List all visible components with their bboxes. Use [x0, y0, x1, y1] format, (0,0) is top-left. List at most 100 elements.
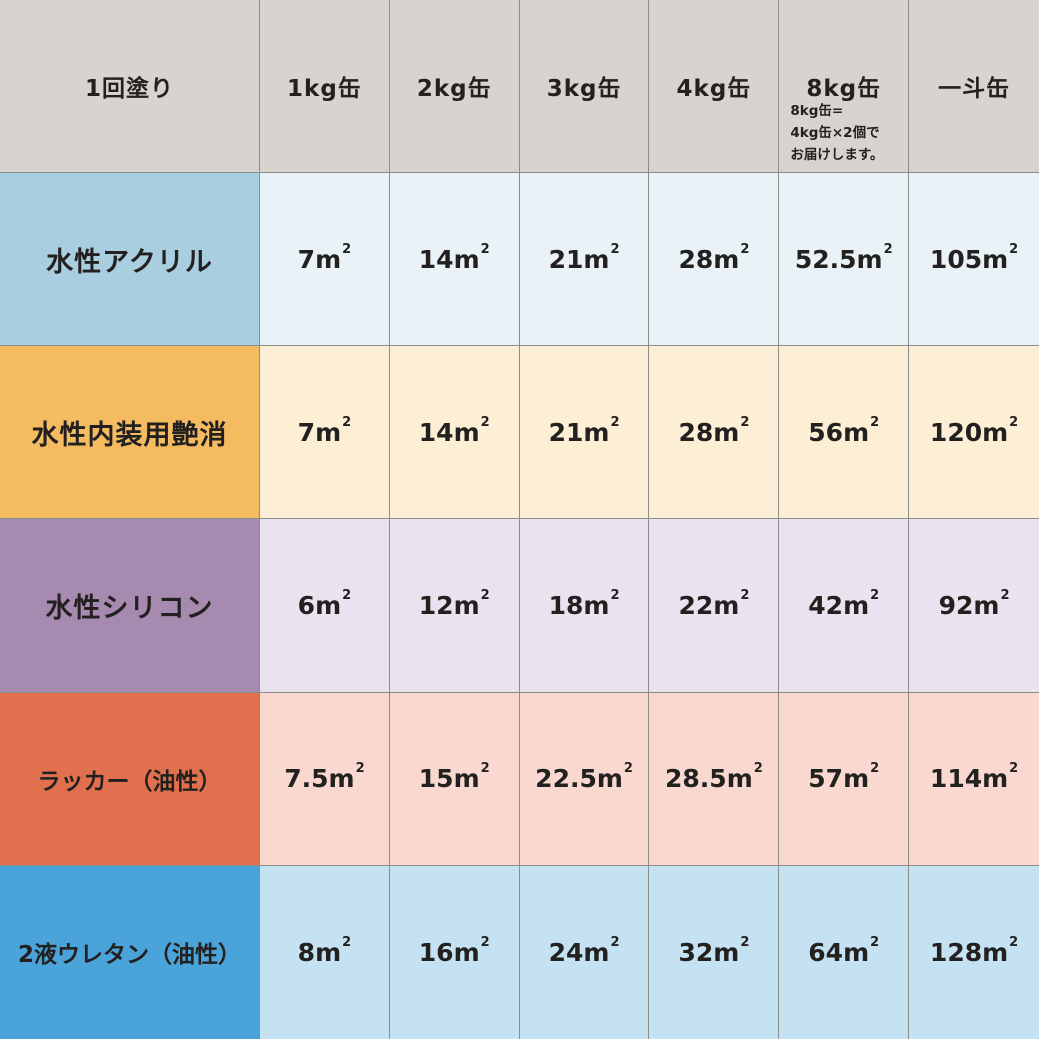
header-1kg-can: 1kg缶	[260, 0, 390, 173]
coverage-value: 22	[678, 590, 714, 620]
coverage-value: 120	[929, 417, 983, 447]
row-label-text: ラッカー（油性）	[37, 768, 222, 795]
coverage-value: 64	[808, 937, 844, 967]
coverage-cell: 15 m 2	[389, 692, 520, 866]
row-label-text: 水性内装用艶消	[31, 419, 228, 451]
header-3kg-can: 3kg缶	[519, 0, 650, 173]
header-2kg-can: 2kg缶	[389, 0, 520, 173]
coverage-value: 24	[548, 937, 584, 967]
unit-m: m	[315, 937, 342, 967]
unit-superscript-2: 2	[1009, 761, 1019, 777]
coverage-value: 28	[678, 244, 714, 274]
unit-superscript-2: 2	[870, 414, 880, 430]
coverage-value: 8	[297, 937, 316, 967]
unit-superscript-2: 2	[870, 587, 880, 603]
unit-superscript-2: 2	[1009, 241, 1019, 257]
unit-superscript-2: 2	[342, 587, 352, 603]
unit-m: m	[843, 764, 870, 794]
note-line: 4kg缶×2個で	[790, 124, 880, 141]
row-label-text: 水性アクリル	[46, 246, 213, 278]
unit-superscript-2: 2	[480, 587, 490, 603]
unit-m: m	[453, 764, 480, 794]
unit-m: m	[713, 590, 740, 620]
row-label-urethane-oil: 2液ウレタン（油性）	[0, 865, 260, 1039]
unit-m: m	[713, 244, 740, 274]
row-label-lacquer-oil: ラッカー（油性）	[0, 692, 260, 866]
unit-m: m	[315, 244, 342, 274]
coverage-cell: 28 m 2	[649, 173, 780, 347]
note-line: 8kg缶=	[790, 103, 844, 119]
unit-m: m	[982, 244, 1009, 274]
coverage-cell: 21 m 2	[519, 346, 650, 520]
coverage-value: 7.5	[284, 764, 329, 794]
coverage-cell: 64 m 2	[779, 865, 910, 1039]
unit-superscript-2: 2	[610, 414, 620, 430]
unit-m: m	[583, 590, 610, 620]
unit-superscript-2: 2	[740, 934, 750, 950]
note-line: お届けします。	[790, 146, 884, 163]
coverage-value: 7	[297, 244, 316, 274]
unit-superscript-2: 2	[1009, 934, 1019, 950]
unit-m: m	[982, 764, 1009, 794]
coverage-value: 15	[418, 764, 454, 794]
coverage-value: 56	[808, 417, 844, 447]
header-label: 1kg缶	[287, 76, 362, 102]
coverage-value: 114	[929, 764, 983, 794]
header-8kg-note: 8kg缶= 4kg缶×2個で お届けします。	[790, 101, 904, 167]
unit-superscript-2: 2	[870, 934, 880, 950]
row-label-text: 2液ウレタン（油性）	[17, 942, 241, 969]
coverage-value: 28.5	[665, 764, 727, 794]
row-label-water-interior-matte: 水性内装用艶消	[0, 346, 260, 520]
coverage-cell: 7.5 m 2	[260, 692, 390, 866]
header-label: 3kg缶	[546, 76, 622, 102]
unit-superscript-2: 2	[480, 241, 490, 257]
unit-m: m	[315, 590, 342, 620]
unit-superscript-2: 2	[610, 934, 620, 950]
unit-superscript-2: 2	[480, 414, 490, 430]
header-label: 2kg缶	[416, 76, 492, 102]
header-label: 8kg缶	[806, 76, 882, 102]
coverage-cell: 56 m 2	[779, 346, 910, 520]
coverage-cell: 18 m 2	[519, 519, 650, 693]
coverage-cell: 52.5 m 2	[779, 173, 910, 347]
unit-m: m	[583, 937, 610, 967]
coverage-cell: 14 m 2	[389, 173, 520, 347]
coverage-value: 14	[418, 244, 454, 274]
coverage-cell: 92 m 2	[909, 519, 1039, 693]
coverage-value: 7	[297, 417, 316, 447]
unit-m: m	[726, 764, 753, 794]
row-label-water-silicone: 水性シリコン	[0, 519, 260, 693]
coverage-value: 12	[418, 590, 454, 620]
header-label: 4kg缶	[676, 76, 752, 102]
coverage-cell: 42 m 2	[779, 519, 910, 693]
unit-superscript-2: 2	[740, 241, 750, 257]
unit-m: m	[982, 417, 1009, 447]
unit-superscript-2: 2	[623, 761, 633, 777]
coverage-value: 22.5	[535, 764, 597, 794]
unit-m: m	[713, 937, 740, 967]
coverage-value: 105	[929, 244, 983, 274]
coverage-value: 42	[808, 590, 844, 620]
unit-m: m	[453, 417, 480, 447]
unit-m: m	[713, 417, 740, 447]
coverage-cell: 21 m 2	[519, 173, 650, 347]
coverage-cell: 128 m 2	[909, 865, 1039, 1039]
coverage-value: 128	[929, 937, 983, 967]
unit-superscript-2: 2	[870, 761, 880, 777]
coverage-cell: 22.5 m 2	[519, 692, 650, 866]
unit-superscript-2: 2	[1009, 414, 1019, 430]
coverage-value: 18	[548, 590, 584, 620]
unit-m: m	[843, 590, 870, 620]
coverage-value: 52.5	[794, 244, 857, 274]
unit-superscript-2: 2	[480, 761, 490, 777]
unit-m: m	[583, 417, 610, 447]
unit-m: m	[453, 937, 480, 967]
header-itto-can: 一斗缶	[909, 0, 1039, 173]
unit-superscript-2: 2	[740, 587, 750, 603]
coverage-value: 57	[808, 764, 844, 794]
coverage-cell: 120 m 2	[909, 346, 1039, 520]
unit-m: m	[596, 764, 623, 794]
